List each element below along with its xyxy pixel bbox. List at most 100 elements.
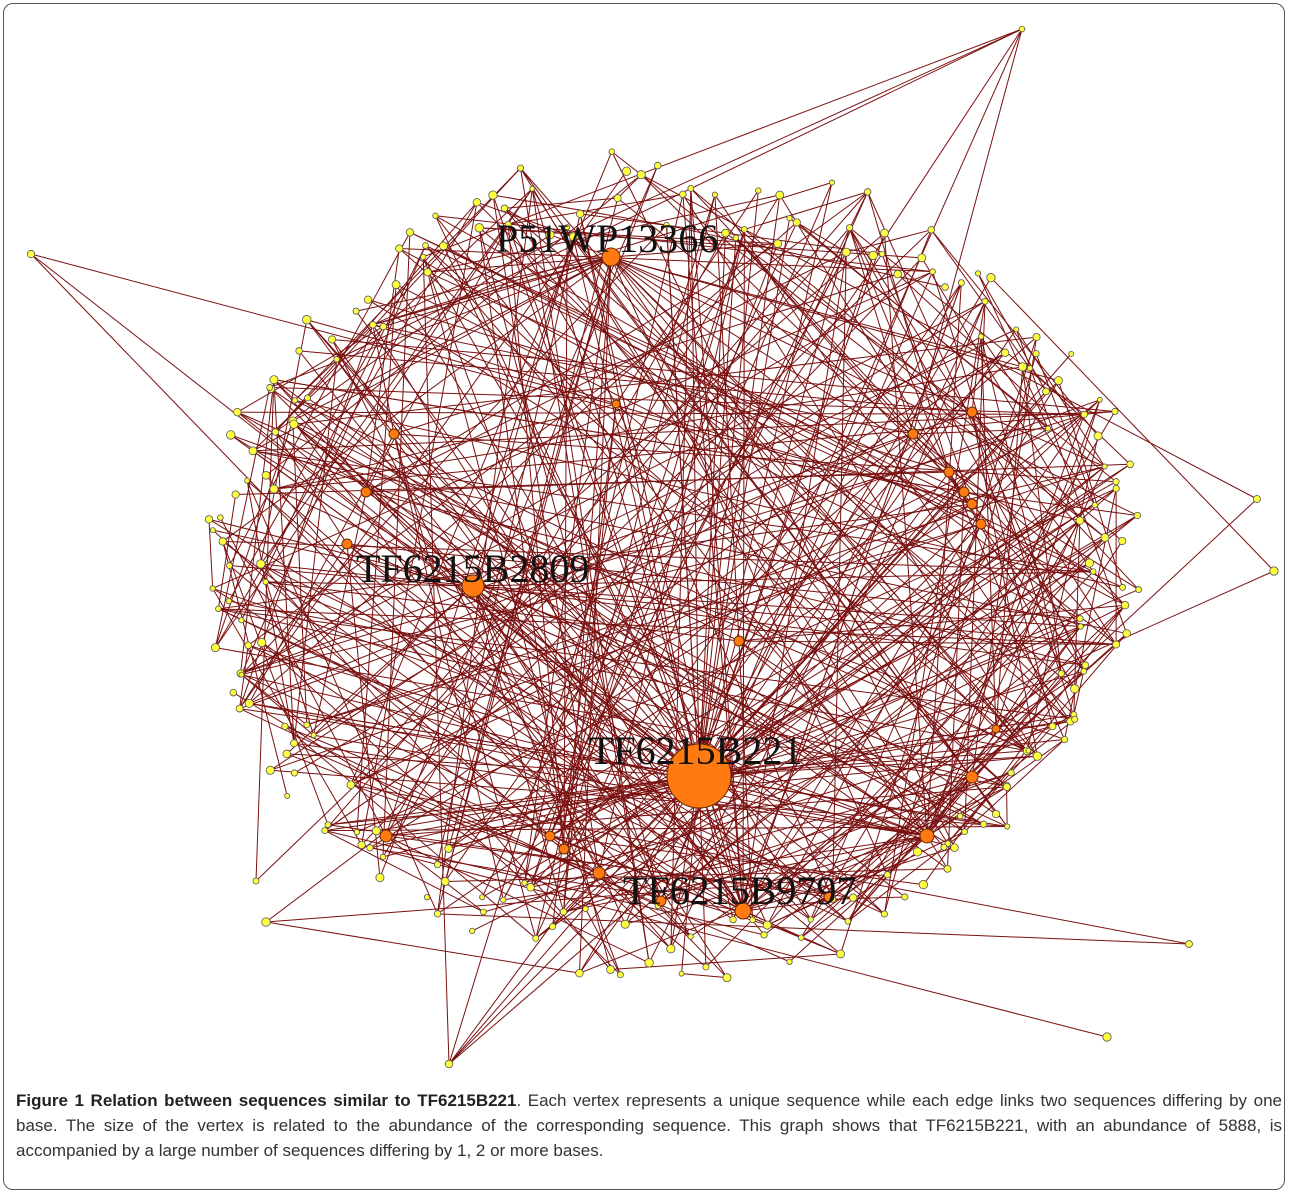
vertex (281, 722, 289, 730)
edge (286, 585, 474, 755)
edge (471, 604, 1126, 932)
vertex (991, 724, 1001, 734)
vertex (433, 910, 442, 918)
vertex (405, 228, 415, 237)
edge (530, 229, 745, 888)
edge (273, 379, 295, 744)
vertex (775, 190, 785, 200)
edge (246, 480, 744, 912)
vertex (1077, 623, 1084, 630)
vertex (741, 226, 748, 233)
vertex (257, 637, 267, 648)
vertex (353, 828, 361, 836)
vertex (732, 234, 740, 242)
vertex (961, 828, 968, 836)
vertex (863, 188, 872, 196)
edge (849, 227, 914, 435)
vertex (231, 490, 240, 499)
edge (298, 350, 765, 936)
edge (507, 224, 565, 850)
vertex (613, 194, 622, 203)
vertex (943, 864, 952, 873)
vertex (981, 297, 989, 305)
edge (995, 728, 1028, 752)
edge (260, 319, 308, 565)
edge (670, 188, 692, 949)
vertex (663, 221, 670, 229)
node-label: TF6215B221 (589, 728, 802, 773)
vertex (1080, 667, 1088, 675)
edge (617, 174, 642, 199)
edge (448, 194, 716, 1065)
edge (240, 672, 802, 939)
edge (977, 273, 1047, 392)
edge (448, 520, 1081, 1065)
edge (218, 608, 1117, 645)
vertex (1054, 376, 1063, 386)
vertex (1120, 601, 1130, 610)
edge (260, 563, 474, 587)
vertex (379, 322, 388, 331)
vertex (616, 971, 624, 979)
edge (977, 273, 1049, 429)
vertex (773, 239, 783, 248)
edge (422, 256, 812, 920)
edge (346, 543, 1081, 620)
edge (698, 190, 759, 777)
edge (580, 213, 883, 255)
edge (698, 739, 1065, 777)
edge (365, 248, 400, 493)
vertex (792, 218, 801, 227)
vertex (907, 428, 919, 440)
vertex (734, 902, 752, 920)
edge (240, 245, 426, 675)
edge (273, 379, 296, 401)
edge (248, 433, 395, 704)
vertex (420, 253, 427, 260)
edge (698, 755, 1038, 777)
edge (503, 835, 928, 901)
edge (214, 387, 271, 648)
edge (350, 784, 1190, 945)
vertex (559, 908, 568, 916)
edge (30, 253, 973, 505)
edge (504, 207, 551, 236)
vertex (786, 214, 793, 222)
edge (274, 431, 348, 545)
vertex (786, 958, 793, 965)
vertex (226, 430, 236, 440)
edge (448, 775, 700, 1065)
edge (763, 776, 973, 936)
vertex (256, 559, 266, 569)
vertex (548, 923, 557, 931)
vertex (919, 828, 935, 844)
edge (549, 191, 869, 837)
edge (448, 336, 1037, 849)
vertex (1032, 751, 1042, 761)
vertex (341, 538, 353, 550)
edge (657, 905, 728, 979)
vertex (1091, 501, 1099, 509)
edge (971, 411, 1140, 590)
edge (255, 379, 275, 882)
edge (237, 411, 1029, 752)
edge (361, 202, 478, 846)
vertex (1096, 396, 1103, 403)
vertex (966, 498, 978, 510)
vertex (423, 268, 432, 277)
vertex (265, 765, 275, 775)
edge (356, 488, 1117, 833)
edge (502, 251, 847, 901)
edge (1058, 380, 1124, 588)
vertex (529, 185, 536, 192)
vertex (1081, 661, 1090, 669)
edge (610, 256, 1059, 382)
vertex (252, 877, 260, 885)
edge (504, 197, 618, 209)
vertex (965, 770, 979, 784)
vertex (364, 295, 373, 304)
vertex (290, 769, 298, 777)
edge (980, 336, 1062, 674)
vertex (620, 919, 630, 929)
edge (444, 253, 883, 882)
